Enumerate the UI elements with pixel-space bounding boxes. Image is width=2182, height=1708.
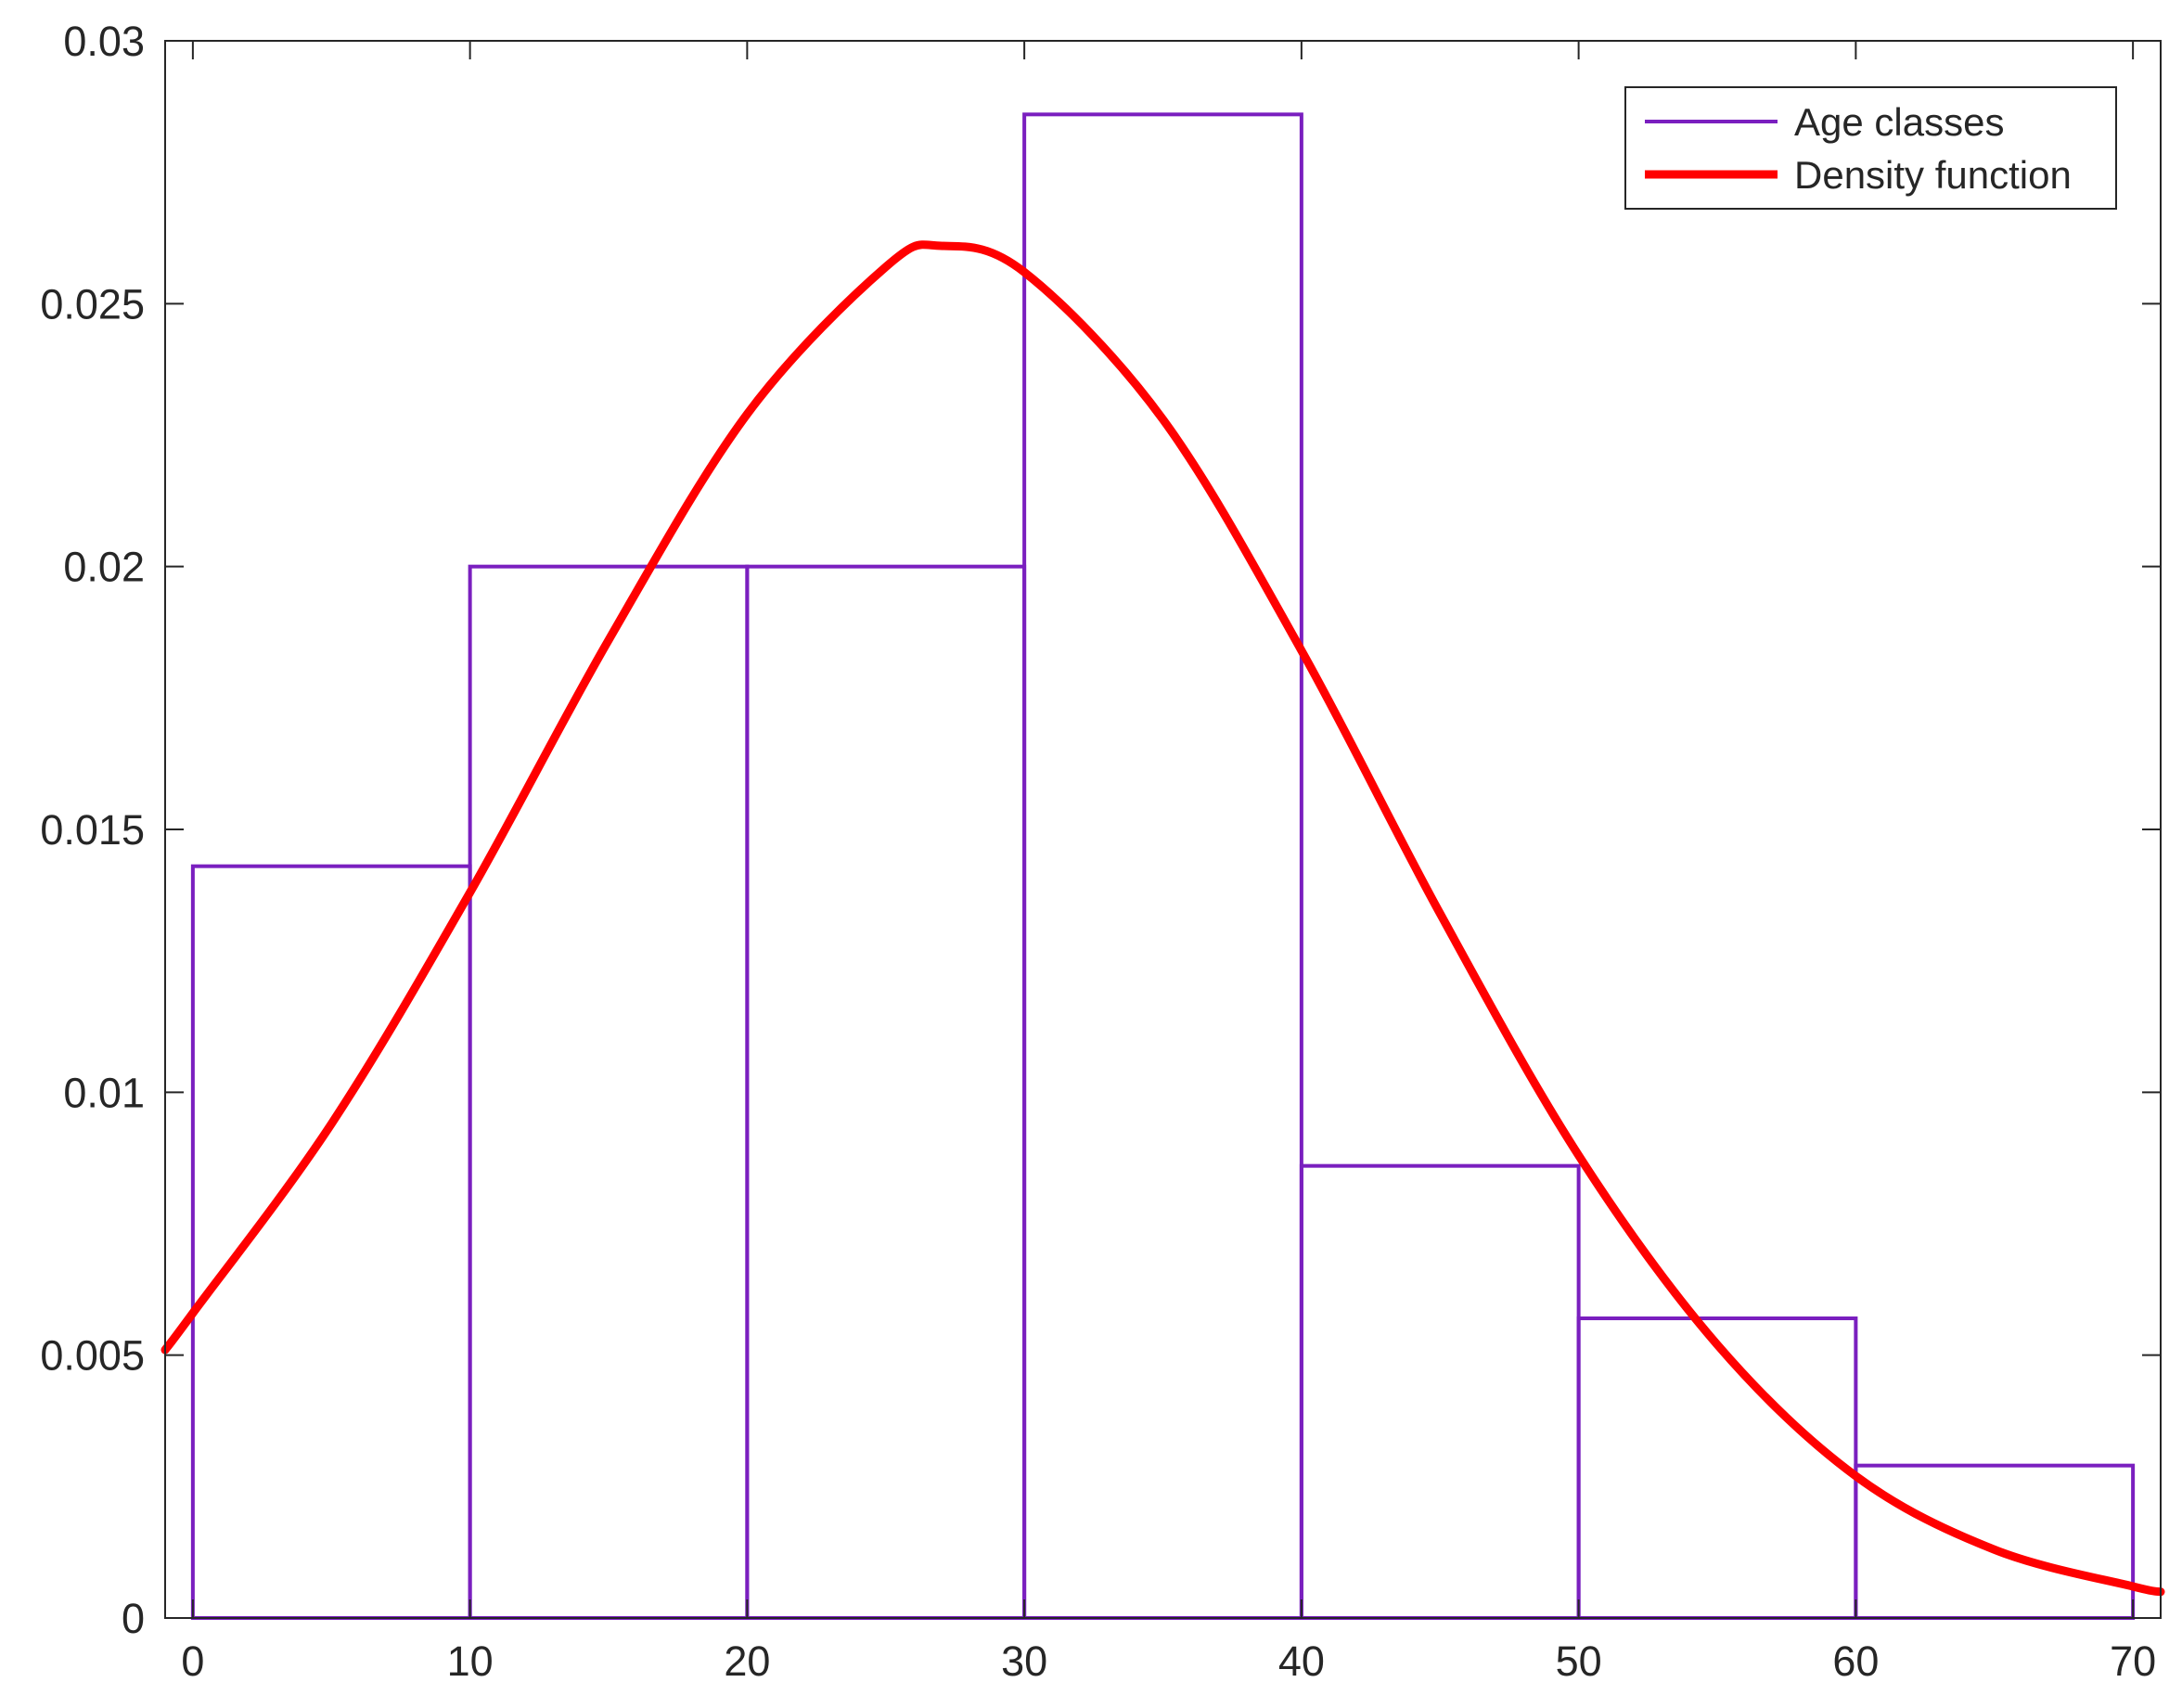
histogram-bar [1299,1163,1581,1620]
histogram-bar [1854,1463,2136,1620]
y-tick-label: 0.01 [63,1069,145,1116]
y-tick-label: 0.025 [40,280,145,327]
legend-box [1624,86,2117,210]
x-tick-label: 20 [724,1637,770,1685]
histogram-bar [1022,112,1303,1620]
histogram-bar [190,864,472,1620]
histogram-bar [468,564,750,1621]
x-tick-label: 70 [2110,1637,2156,1685]
density-curve [160,240,2165,1597]
x-tick-label: 0 [181,1637,204,1685]
legend-label-age-classes: Age classes [1794,100,2004,144]
y-tick-label: 0.005 [40,1332,145,1380]
legend-label-density-function: Density function [1794,153,2072,197]
y-tick-label: 0 [122,1595,145,1642]
axes: 0 10 20 30 40 50 60 70 0 0.005 0.01 0.015 0.02 0.025 0… [40,18,2162,1685]
x-tick-label: 40 [1278,1637,1325,1685]
x-tick-label: 60 [1832,1637,1879,1685]
y-tick-label: 0.015 [40,806,145,854]
histogram-bar [1576,1316,1858,1620]
y-tick-label: 0.03 [63,18,145,65]
histogram-bar [745,564,1027,1621]
x-tick-label: 30 [1001,1637,1047,1685]
legend: Age classes Density function [1624,86,2117,210]
plot-frame [164,40,2162,1619]
y-tick-label: 0.02 [63,544,145,591]
x-tick-label: 10 [447,1637,494,1685]
x-tick-label: 50 [1556,1637,1602,1685]
